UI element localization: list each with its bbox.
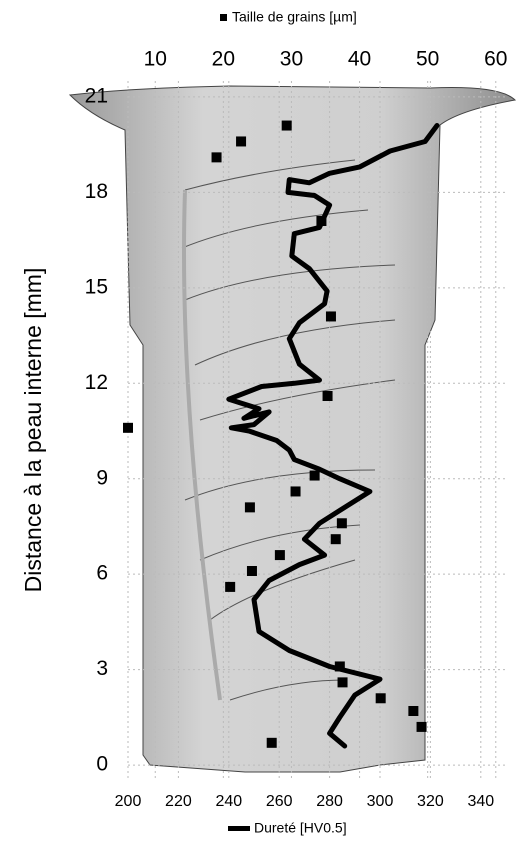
y-axis-title: Distance à la peau interne [mm] xyxy=(20,268,46,593)
grain-point xyxy=(334,661,345,672)
x2-tick-label: 50 xyxy=(416,48,439,71)
grain-point xyxy=(211,152,222,163)
grain-point xyxy=(336,518,347,529)
y-tick-label: 12 xyxy=(85,371,108,394)
grain-point xyxy=(244,502,255,513)
x-tick-label: 320 xyxy=(417,793,444,810)
grain-point xyxy=(225,581,236,592)
x2-tick-label: 30 xyxy=(280,48,303,71)
y-tick-label: 9 xyxy=(96,466,108,489)
y-tick-label: 0 xyxy=(96,753,108,776)
legend-marker xyxy=(228,826,250,831)
grain-point xyxy=(236,136,247,147)
grain-point xyxy=(325,311,336,322)
x2-tick-label: 60 xyxy=(484,48,507,71)
grain-point xyxy=(322,391,333,401)
grain-point xyxy=(274,550,285,561)
legend-marker xyxy=(220,14,227,21)
grain-point xyxy=(309,470,320,481)
marks xyxy=(123,120,440,749)
grain-point xyxy=(266,737,277,748)
grain-point xyxy=(281,120,292,131)
y-tick-label: 21 xyxy=(85,84,108,107)
grain-point xyxy=(375,693,386,704)
y-tick-label: 6 xyxy=(96,562,108,585)
x-tick-label: 200 xyxy=(115,793,142,810)
x2-tick-label: 10 xyxy=(144,48,167,71)
y-tick-label: 3 xyxy=(96,657,108,680)
legend-label: Taille de grains [µm] xyxy=(232,9,357,25)
y-tick-label: 15 xyxy=(85,275,108,298)
x-tick-label: 300 xyxy=(367,793,394,810)
x-tick-label: 260 xyxy=(266,793,293,810)
x2-tick-label: 20 xyxy=(212,48,235,71)
grain-point xyxy=(408,706,419,716)
grain-point xyxy=(337,677,348,688)
legend-label: Dureté [HV0.5] xyxy=(254,820,347,836)
x-tick-label: 220 xyxy=(165,793,192,810)
grain-point xyxy=(416,721,427,732)
grain-point xyxy=(123,422,133,433)
grain-point xyxy=(290,486,301,497)
y-tick-label: 18 xyxy=(85,180,108,203)
x-tick-label: 240 xyxy=(215,793,242,810)
x-tick-label: 280 xyxy=(316,793,343,810)
hardness-line xyxy=(226,123,440,749)
x2-tick-label: 40 xyxy=(348,48,371,71)
grain-point xyxy=(246,566,257,576)
x-tick-label: 340 xyxy=(467,793,494,810)
grain-point xyxy=(330,534,341,545)
macrograph xyxy=(68,85,517,773)
